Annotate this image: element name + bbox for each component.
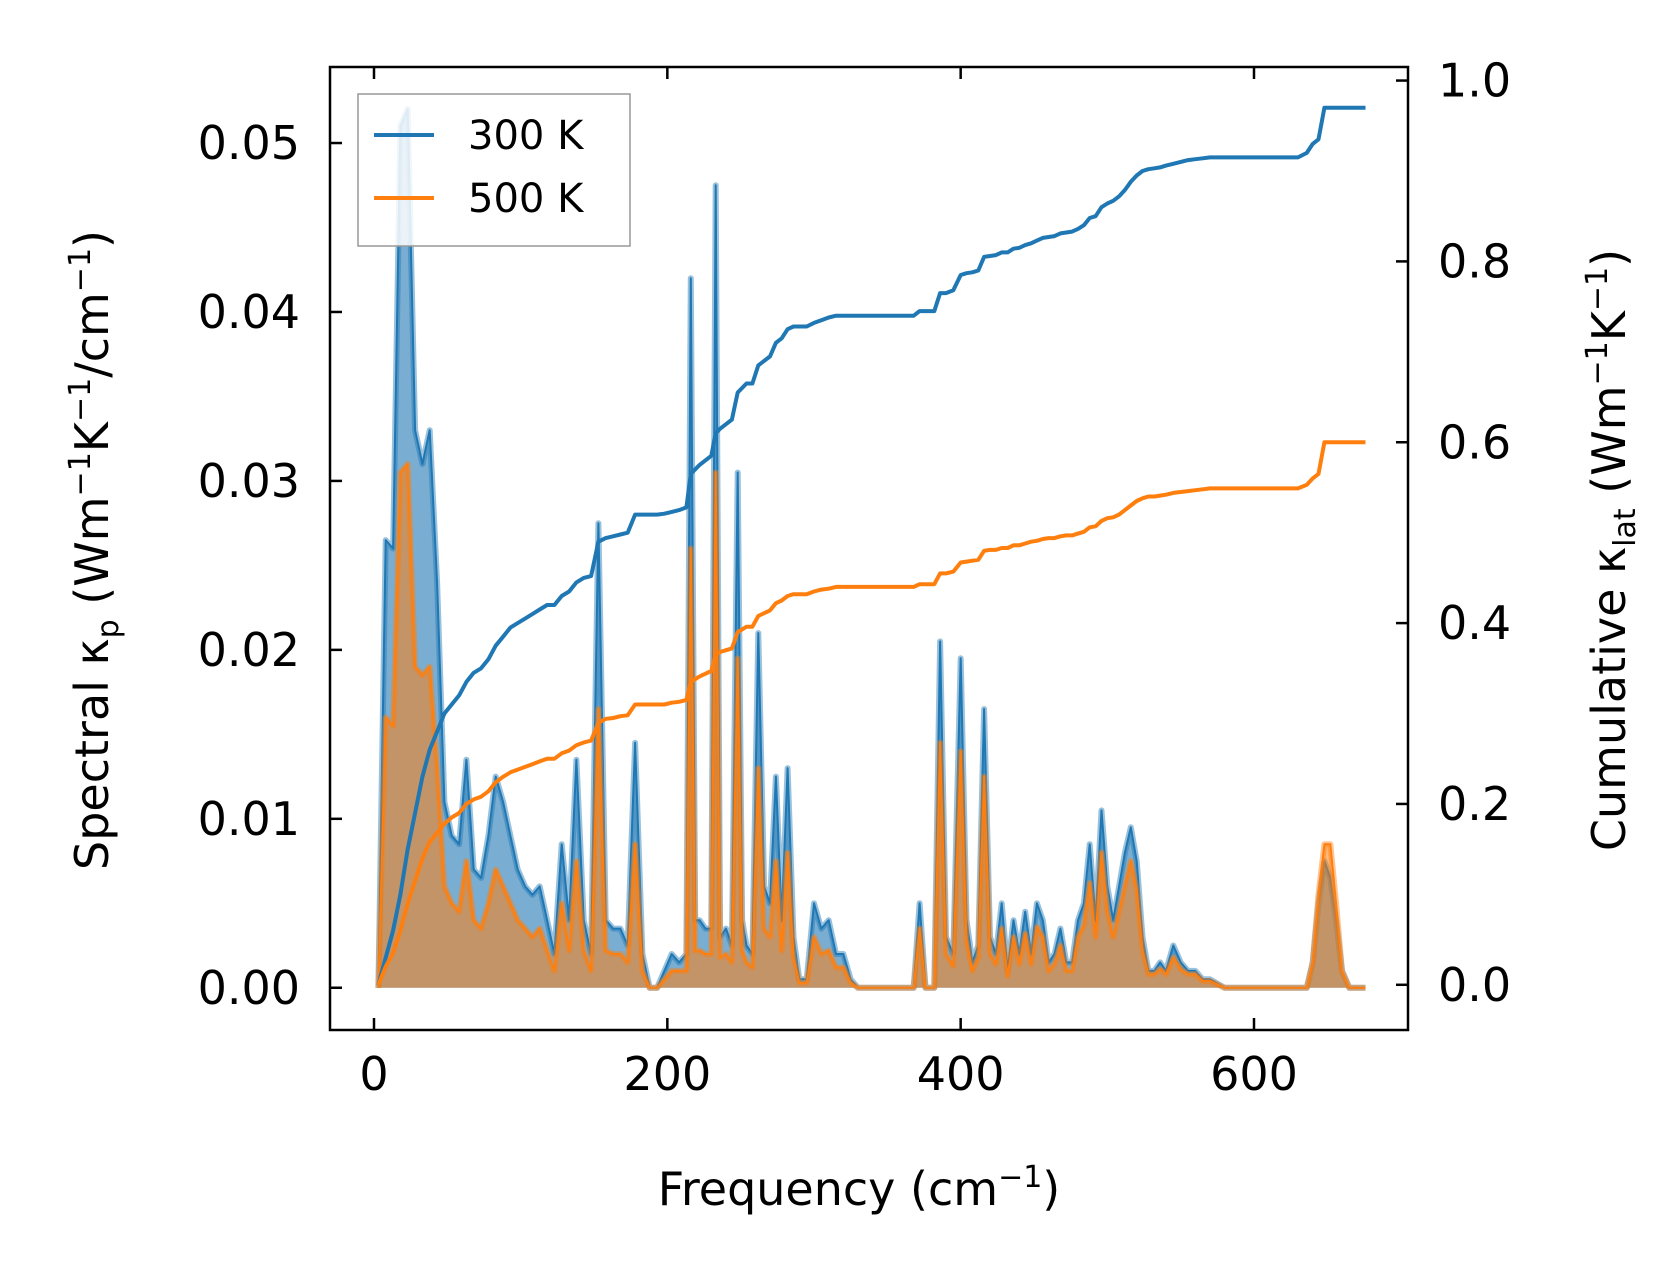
spectral-300k-line [377,108,1366,989]
plot-layer [375,105,1366,991]
y-left-tick-label: 0.01 [198,792,300,846]
x-tick-label: 200 [623,1047,711,1101]
legend: 300 K 500 K [357,93,631,247]
spectral-300k-area [378,109,1366,988]
y-right-tick-label: 0.8 [1438,234,1511,288]
cumulative-500k-line [376,440,1366,986]
cumulative-300k-line [376,105,1366,986]
y-right-tick-label: 1.0 [1438,54,1511,108]
x-axis-label: Frequency (cm−1) [658,1160,1061,1216]
legend-label-500k: 500 K [468,176,585,222]
y-right-tick-label: 0.4 [1438,596,1511,650]
y-left-tick-label: 0.05 [198,116,300,170]
y-left-tick-label: 0.04 [198,285,300,339]
y-axis-right-label: Cumulative κlat (Wm−1K−1) [1580,249,1643,851]
plot-frame [328,65,1410,1032]
x-tick-label: 400 [917,1047,1005,1101]
legend-label-300k: 300 K [468,113,585,159]
y-right-tick-label: 0.2 [1438,777,1511,831]
y-axis-left-label: Spectral κp (Wm−1K−1/cm−1) [63,230,126,870]
spectral-500k-area [378,464,1366,988]
legend-box [357,93,631,247]
axes-layer: 0 200 400 600 0.00 0.01 0.02 0.03 0.04 0.05 0.0 0.2… [198,54,1512,1101]
x-tick-label: 0 [359,1047,388,1101]
y-left-tick-label: 0.02 [198,623,300,677]
y-right-tick-label: 0.0 [1438,958,1511,1012]
y-left-tick-label: 0.03 [198,454,300,508]
x-tick-label: 600 [1210,1047,1298,1101]
spectral-500k-line [377,463,1366,989]
y-right-tick-label: 0.6 [1438,415,1511,469]
y-left-tick-label: 0.00 [198,961,300,1015]
